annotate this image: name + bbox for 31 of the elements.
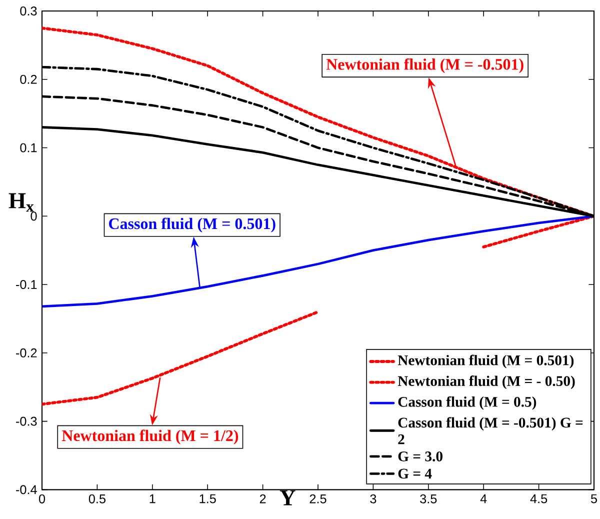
x-tick-label: 2.5 [310, 494, 326, 504]
y-tick-label: -0.1 [16, 280, 37, 290]
x-tick-label: 0 [38, 494, 46, 504]
legend-label: Newtonian fluid (M = - 0.50) [398, 376, 575, 390]
x-tick-label: 4 [480, 494, 487, 504]
annotation: Newtonian fluid (M = 1/2) [62, 430, 238, 444]
y-tick-label: -0.2 [16, 348, 37, 358]
x-tick-label: 1.5 [200, 494, 216, 504]
legend-label: Casson fluid (M = 0.5) [398, 396, 536, 410]
legend-label: G = 3.0 [398, 451, 442, 462]
y-tick-label: -0.3 [16, 416, 37, 426]
legend-label: Newtonian fluid (M = 0.501) [398, 354, 574, 368]
line-series [42, 214, 594, 308]
x-tick-label: 2 [260, 494, 266, 504]
annotation: Casson fluid (M = 0.501) [109, 218, 276, 232]
x-tick-label: 4.5 [530, 494, 548, 504]
x-axis-title: Y [280, 490, 296, 506]
y-tick-label: 0.3 [20, 6, 37, 16]
x-tick-label: 0.5 [88, 494, 106, 504]
y-tick-label: -0.4 [16, 485, 37, 494]
x-tick-label: 1 [150, 494, 156, 504]
y-axis-title: H$_{x}$ [8, 193, 34, 212]
legend-label: G = 4 [398, 468, 432, 479]
y-tick-label: 0.1 [20, 143, 37, 152]
y-tick-label: 0.2 [20, 74, 37, 84]
x-tick-label: 3.5 [420, 494, 437, 504]
annotation: Newtonian fluid (M = -0.501) [326, 58, 524, 74]
x-tick-label: 5 [590, 494, 597, 504]
legend-label: Casson fluid (M = -0.501) G = 2 [398, 417, 583, 444]
x-tick-label: 3 [370, 494, 376, 504]
y-tick-label: 0 [30, 212, 37, 221]
